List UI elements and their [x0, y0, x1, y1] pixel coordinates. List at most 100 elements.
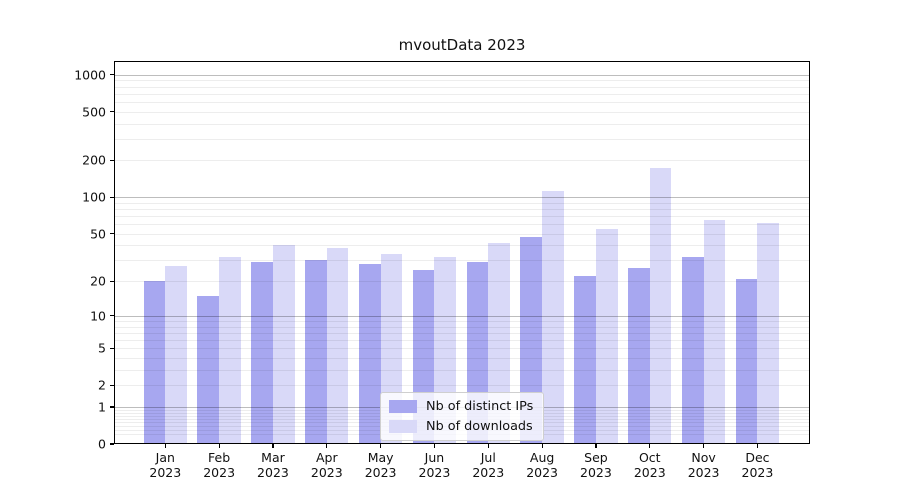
x-tick-label: Jun 2023 [418, 450, 451, 480]
bar-downloads-mar [272, 245, 295, 444]
bar-downloads-apr [326, 248, 349, 444]
y-tick-mark [110, 74, 114, 76]
bar-downloads-jan [165, 265, 187, 444]
y-tick-label: 5 [98, 340, 106, 356]
x-tick-mark [756, 444, 759, 448]
gridline-minor [114, 111, 810, 113]
x-tick-label: May 2023 [364, 450, 397, 480]
gridline-minor [114, 86, 810, 88]
x-tick-label: Sep 2023 [580, 450, 612, 480]
bar-ips-may [358, 263, 381, 444]
gridline-minor [114, 260, 810, 262]
bar-ips-jan [143, 281, 166, 444]
legend: Nb of distinct IPs Nb of downloads [380, 392, 545, 441]
x-tick-mark [326, 444, 328, 448]
gridline-minor [114, 281, 810, 283]
x-tick-label: Mar 2023 [257, 450, 289, 480]
gridline-minor [114, 339, 810, 341]
x-tick-mark [218, 444, 220, 448]
legend-item: Nb of downloads [389, 419, 533, 434]
y-tick-mark [110, 196, 114, 198]
gridline-minor [114, 93, 810, 95]
bar-downloads-feb [219, 257, 241, 444]
bar-downloads-nov [703, 220, 726, 444]
gridline-minor [114, 348, 810, 350]
x-tick-label: Jul 2023 [472, 450, 505, 480]
x-tick-label: Dec 2023 [741, 450, 774, 480]
y-tick-label: 500 [82, 104, 106, 120]
gridline-major [114, 74, 810, 76]
x-tick-mark [595, 444, 597, 448]
bar-ips-oct [628, 267, 650, 444]
x-tick-label: Feb 2023 [203, 450, 236, 480]
y-tick-label: 0 [98, 436, 106, 452]
gridline-minor [114, 245, 810, 247]
gridline-major [114, 315, 810, 317]
bar-downloads-sep [595, 228, 618, 444]
gridline-minor [114, 326, 810, 328]
gridline-minor [114, 160, 810, 162]
y-tick-mark [110, 233, 114, 235]
legend-swatch [389, 420, 417, 433]
bar-ips-sep [574, 276, 596, 444]
gridline-minor [114, 320, 810, 322]
x-tick-mark [272, 444, 274, 448]
gridline-minor [114, 357, 810, 359]
chart-title: mvoutData 2023 [398, 36, 526, 54]
y-tick-label: 20 [90, 273, 106, 289]
legend-swatch [389, 400, 417, 413]
gridline-minor [114, 385, 810, 387]
bar-downloads-oct [649, 167, 672, 444]
gridline-minor [114, 101, 810, 103]
y-tick-mark [110, 315, 114, 317]
x-tick-label: Apr 2023 [310, 450, 343, 480]
y-tick-mark [110, 406, 114, 408]
bar-ips-feb [197, 295, 220, 444]
bar-ips-nov [681, 257, 704, 444]
y-tick-mark [110, 384, 114, 386]
x-tick-mark [487, 444, 489, 448]
x-tick-label: Nov 2023 [687, 450, 720, 480]
x-tick-label: Oct 2023 [633, 450, 666, 480]
x-tick-mark [703, 444, 705, 448]
y-tick-label: 1 [98, 399, 106, 415]
gridline-minor [114, 80, 810, 82]
bar-ips-dec [735, 278, 758, 444]
x-tick-mark [649, 444, 651, 448]
y-tick-mark [110, 443, 114, 445]
gridline-minor [114, 233, 810, 235]
gridline-minor [114, 209, 810, 211]
y-tick-mark [110, 111, 114, 113]
y-tick-mark [110, 159, 114, 162]
x-tick-label: Aug 2023 [526, 450, 559, 480]
gridline-minor [114, 216, 810, 218]
y-tick-label: 1000 [74, 67, 106, 83]
y-tick-mark [110, 347, 114, 349]
bar-downloads-dec [757, 222, 780, 444]
x-tick-mark [380, 444, 382, 448]
gridline-minor [114, 224, 810, 226]
bar-ips-apr [305, 260, 327, 444]
gridline-minor [114, 332, 810, 334]
y-tick-label: 2 [98, 377, 106, 393]
x-tick-mark [164, 444, 166, 448]
gridline-minor [114, 369, 810, 371]
gridline-major [114, 197, 810, 199]
x-tick-label: Jan 2023 [149, 450, 182, 480]
y-tick-label: 50 [90, 226, 106, 242]
gridline-minor [114, 202, 810, 204]
x-tick-mark [433, 444, 436, 448]
y-tick-mark [110, 280, 114, 282]
bar-downloads-aug [542, 191, 564, 444]
gridline-minor [114, 138, 810, 140]
x-tick-mark [541, 444, 543, 448]
legend-label: Nb of downloads [426, 419, 533, 434]
legend-label: Nb of distinct IPs [426, 399, 534, 414]
plot-area [114, 61, 810, 444]
y-tick-label: 10 [90, 308, 106, 324]
y-tick-label: 100 [82, 189, 106, 205]
bar-ips-mar [251, 262, 273, 444]
legend-item: Nb of distinct IPs [389, 399, 533, 414]
y-tick-label: 200 [82, 152, 106, 168]
